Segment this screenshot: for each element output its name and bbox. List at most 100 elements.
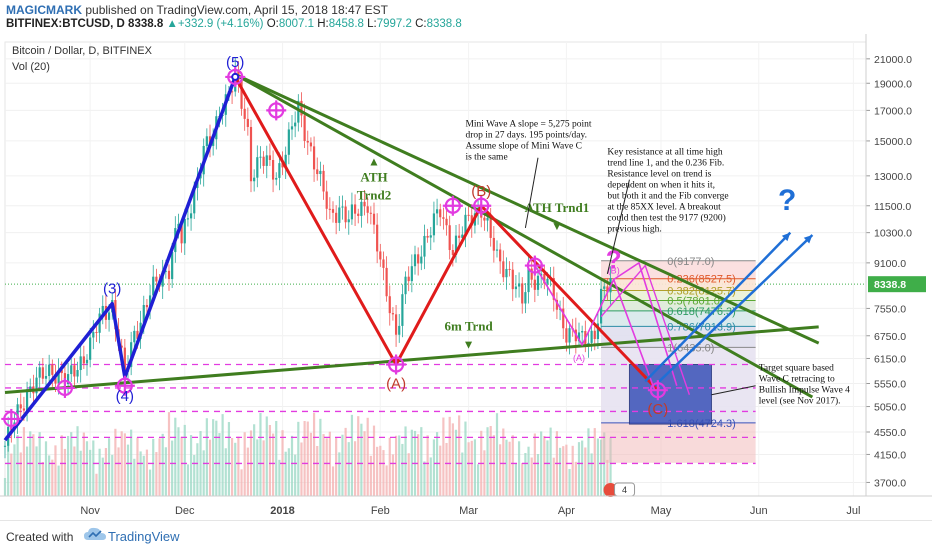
volume-bar (401, 443, 404, 496)
candle-body (350, 204, 354, 220)
volume-bar (344, 427, 347, 496)
candle-body (180, 223, 183, 244)
candle-body (366, 206, 369, 213)
publish-text: published on TradingView.com, April 15, … (85, 3, 388, 17)
annotation-pointer (711, 385, 756, 396)
candle-body (262, 156, 265, 166)
volume-bar (322, 434, 325, 496)
created-with-text: Created with (6, 530, 74, 544)
volume-bar (51, 459, 54, 496)
candle-body (357, 213, 360, 216)
fib-band (601, 278, 756, 291)
volume-bar (101, 457, 104, 496)
tradingview-brand[interactable]: TradingView (108, 529, 180, 544)
candle-body (294, 122, 297, 127)
candle-body (281, 163, 284, 168)
volume-bar (505, 439, 508, 496)
candle-body (499, 249, 502, 262)
symbol-label[interactable]: BITFINEX:BTCUSD, D (6, 18, 125, 30)
candle-body (290, 126, 294, 130)
correction-wave-line (233, 76, 659, 392)
volume-bar (164, 447, 167, 496)
candle-body (508, 268, 511, 270)
volume-bar (593, 428, 596, 496)
volume-bar (483, 450, 486, 496)
candle-body (577, 332, 581, 342)
volume-bar (404, 426, 407, 496)
candle-body (546, 278, 549, 284)
volume-bar (476, 464, 480, 496)
volume-bar (558, 447, 562, 496)
y-tick-label: 4550.0 (874, 427, 906, 439)
volume-bar (63, 448, 67, 496)
candle-body (29, 386, 32, 390)
volume-bar (391, 454, 395, 496)
volume-bar (527, 446, 530, 496)
volume-bar (278, 459, 281, 496)
volume-bar (44, 441, 48, 496)
candle-body (322, 170, 325, 192)
volume-bar (574, 461, 577, 496)
candle-body (505, 268, 508, 278)
candle-body (435, 209, 439, 214)
author-name[interactable]: MAGICMARK (6, 3, 82, 17)
annotation-key-resistance: Key resistance at all time high (607, 147, 723, 157)
close-value: 8338.8 (426, 18, 462, 30)
y-tick-label: 3700.0 (874, 477, 906, 489)
candle-body (22, 408, 26, 411)
candle-body (363, 201, 366, 207)
candle-body (101, 305, 104, 314)
volume-bar (136, 437, 139, 496)
candle-body (25, 389, 29, 411)
trendline-ath1 (234, 73, 820, 345)
volume-bar (16, 435, 19, 496)
volume-bar (139, 451, 142, 496)
annotation-key-resistance: dependent on when it hits it, (607, 180, 715, 190)
annotation-target-square: Wave C retracing to (759, 375, 835, 385)
volume-bar (587, 428, 590, 496)
annotation-pointer (606, 179, 630, 274)
volume-bar (60, 435, 63, 496)
volume-bar (227, 422, 231, 496)
volume-bar (369, 455, 372, 496)
candle-body (483, 217, 486, 221)
volume-bar (590, 453, 593, 496)
volume-bar (316, 445, 319, 496)
volume-bar (565, 444, 568, 496)
volume-bar (234, 442, 237, 496)
candle-body (376, 224, 379, 252)
candle-body (246, 118, 249, 127)
candle-body (426, 235, 429, 238)
candle-body (451, 249, 454, 255)
volume-bar (461, 452, 464, 496)
wave-label: (B) (608, 266, 620, 276)
volume-bar (581, 440, 584, 496)
open-value: 8007.1 (278, 18, 315, 30)
volume-bar (224, 448, 227, 496)
volume-bar (85, 441, 89, 496)
candle-body (142, 305, 145, 323)
candle-body (420, 256, 423, 264)
volume-bar (448, 416, 451, 496)
candle-body (205, 136, 208, 146)
volume-bar (111, 454, 114, 496)
volume-bar (432, 439, 436, 496)
volume-bar (174, 417, 177, 496)
price-chart[interactable]: 0(9177.0)0.236(8527.5)0.382(8125.7)0.5(7… (0, 34, 932, 520)
wave-label: (3) (103, 281, 121, 298)
volume-bar (382, 450, 385, 496)
candle-body (92, 332, 95, 338)
volume-bar (212, 419, 215, 496)
x-tick-label: Jun (750, 505, 768, 517)
volume-bar (423, 461, 426, 496)
candle-body (404, 276, 407, 295)
volume-bar (540, 431, 543, 496)
candle-body (230, 91, 234, 93)
volume-bar (167, 412, 171, 496)
events-count: 4 (622, 485, 627, 495)
volume-bar (54, 445, 57, 496)
trendline-6m (4, 325, 819, 394)
candle-body (256, 157, 259, 178)
volume-bar (508, 441, 511, 496)
candle-body (133, 330, 136, 343)
